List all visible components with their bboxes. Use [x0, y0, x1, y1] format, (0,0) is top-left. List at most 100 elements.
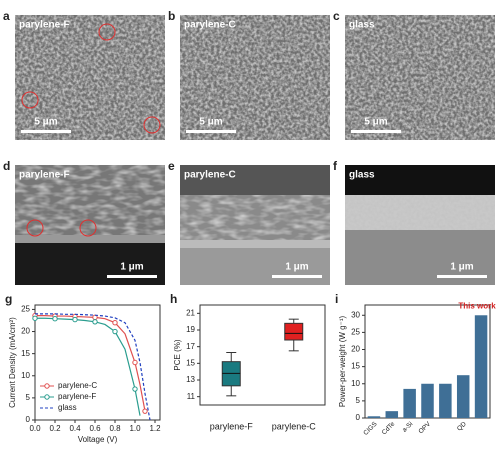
y-tick-label: 13 — [186, 375, 195, 384]
scale-label: 5 μm — [34, 117, 57, 128]
x-axis-title: Voltage (V) — [78, 435, 118, 444]
jv-marker — [132, 386, 138, 392]
scale-bar — [21, 130, 71, 133]
y-tick-label: 25 — [351, 328, 360, 337]
x-tick-label: CIGS — [362, 420, 379, 437]
sem-texture — [180, 15, 330, 140]
jv-marker — [72, 316, 78, 323]
y-tick-label: 0 — [26, 415, 31, 424]
bar — [456, 375, 470, 418]
sem-texture — [15, 165, 165, 235]
y-tick-label: 20 — [21, 327, 30, 336]
x-tick-label: 0.8 — [109, 424, 121, 433]
bar — [403, 388, 416, 418]
sem-layer — [180, 248, 330, 285]
annotation: This work — [458, 301, 496, 310]
bar — [385, 411, 399, 418]
scale-bar — [437, 275, 487, 278]
sem-texture — [180, 195, 330, 240]
image-label: parylene-C — [184, 170, 236, 181]
scale-label: 1 μm — [285, 262, 308, 273]
sem-texture — [345, 15, 495, 140]
y-tick-label: 11 — [187, 392, 196, 401]
highlight-circle — [26, 219, 44, 237]
y-tick-label: 15 — [21, 349, 30, 358]
x-tick-label: 0.6 — [89, 424, 101, 433]
scale-bar — [186, 130, 236, 133]
x-tick-label: parylene-F — [210, 421, 254, 431]
y-tick-label: 19 — [186, 325, 195, 334]
x-tick-label: parylene-C — [272, 421, 317, 431]
scale-bar — [351, 130, 401, 133]
scale-label: 1 μm — [450, 262, 473, 273]
jv-marker — [132, 359, 138, 366]
panel-letter: c — [333, 9, 340, 23]
plot-frame — [199, 304, 326, 406]
x-tick-label: a-Si — [401, 421, 414, 434]
y-tick-label: 0 — [356, 413, 361, 422]
y-tick-label: 10 — [351, 379, 360, 388]
box — [284, 322, 304, 341]
highlight-circle — [21, 91, 39, 109]
panel-letter: d — [3, 159, 10, 173]
image-label: glass — [349, 20, 375, 31]
scale-label: 5 μm — [364, 117, 387, 128]
legend-marker — [44, 394, 50, 400]
jv-marker — [52, 316, 58, 322]
y-axis-title: Current Density (mA/cm²) — [8, 317, 17, 408]
y-tick-label: 25 — [21, 305, 30, 314]
jv-curve — [35, 313, 151, 421]
x-tick-label: QD — [456, 420, 468, 432]
scale-bar — [272, 275, 322, 278]
y-tick-label: 15 — [186, 358, 195, 367]
highlight-circle — [143, 116, 161, 134]
y-axis-title: PCE (%) — [173, 339, 182, 370]
sem-texture — [15, 15, 165, 140]
jv-marker — [142, 408, 148, 414]
image-label: parylene-F — [19, 170, 70, 181]
x-tick-label: CdTe — [381, 420, 397, 436]
bar — [439, 383, 452, 418]
y-tick-label: 5 — [356, 396, 361, 405]
jv-marker — [32, 315, 38, 321]
x-tick-label: 0.0 — [29, 424, 41, 433]
highlight-circle — [98, 23, 116, 41]
bar — [367, 416, 381, 418]
x-tick-label: 1.0 — [129, 424, 141, 433]
legend-label: parylene-F — [58, 392, 96, 401]
y-tick-label: 20 — [351, 345, 360, 354]
panel-letter: g — [5, 292, 12, 306]
image-label: parylene-F — [19, 20, 70, 31]
y-tick-label: 5 — [26, 393, 31, 402]
jv-marker — [92, 319, 98, 325]
image-label: parylene-C — [184, 20, 236, 31]
y-tick-label: 17 — [186, 342, 195, 351]
scale-bar — [107, 275, 157, 278]
sem-texture — [345, 195, 495, 230]
scale-label: 1 μm — [120, 262, 143, 273]
legend-label: glass — [58, 403, 77, 412]
highlight-circle — [79, 219, 97, 237]
sem-layer — [180, 240, 330, 248]
panel-letter: h — [170, 292, 177, 306]
y-axis-title: Power-per-weight (W g⁻¹) — [338, 315, 347, 407]
panel-letter: b — [168, 9, 175, 23]
image-label: glass — [349, 170, 375, 181]
legend-marker — [44, 383, 50, 389]
x-tick-label: 1.2 — [149, 424, 161, 433]
legend-label: parylene-C — [58, 381, 97, 390]
panel-letter: f — [333, 159, 338, 173]
x-tick-label: 0.4 — [69, 424, 81, 433]
x-tick-label: 0.2 — [49, 424, 61, 433]
jv-marker — [112, 319, 118, 326]
panel-letter: a — [3, 9, 10, 23]
plot-frame — [34, 304, 161, 421]
y-tick-label: 30 — [351, 310, 360, 319]
panel-letter: i — [335, 292, 338, 306]
jv-marker — [112, 328, 118, 335]
bar — [421, 383, 434, 418]
sem-layer — [15, 235, 165, 243]
panel-letter: e — [168, 159, 175, 173]
sem-layer — [180, 165, 330, 195]
